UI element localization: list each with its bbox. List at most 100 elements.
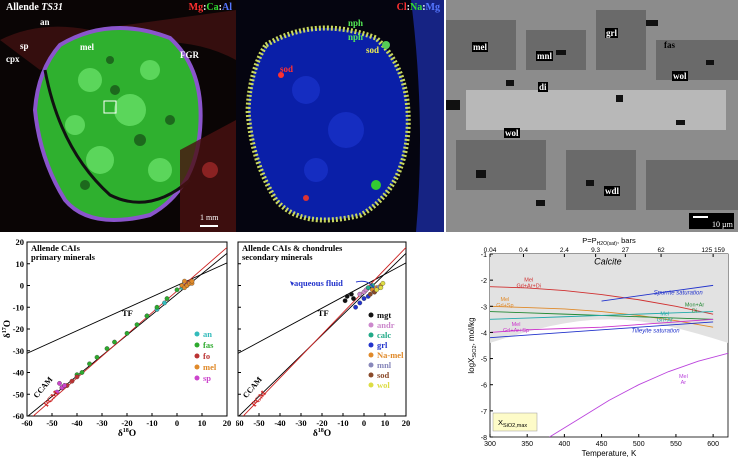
curve-mel-grl-ar-sp: [490, 318, 714, 333]
x-axis-label-o: O: [129, 429, 136, 439]
data-point-fas: [124, 331, 130, 336]
legend-label-fas: fas: [203, 340, 214, 350]
label-calcite: Calcite: [594, 256, 622, 266]
data-point-grl: [361, 296, 367, 301]
reference-line-ccam: [238, 252, 406, 416]
curve-label-mel_ar-1: Mel: [679, 374, 688, 380]
x-axis-label-sup: 18: [123, 428, 129, 434]
data-point-mgt: [344, 294, 350, 299]
curve-label-mel_grl_ar_sp-2: Grl+Ar+Sp: [503, 328, 529, 334]
legend-na: Na: [409, 2, 423, 13]
bse-label-wol-1: wol: [672, 71, 688, 81]
y-tick-label: 0: [20, 281, 24, 291]
xsio2-max-prefix: X: [498, 418, 503, 427]
f-top-tick-label: 0.04: [484, 247, 497, 254]
x-tick-label: -50: [46, 418, 57, 428]
f-y-tick-label: -6: [481, 383, 487, 390]
f-x-tick-label: 500: [633, 441, 645, 448]
curve-label-mel_ar-2: Ar: [681, 380, 687, 386]
data-point-fo: [69, 378, 75, 384]
x-tick-label: -40: [274, 418, 285, 428]
legend-marker-namel: [368, 352, 374, 358]
legend-label-fo: fo: [203, 351, 210, 361]
f-y-axis-label-suffix: , mol/kg: [468, 317, 476, 345]
data-point-fas: [134, 322, 140, 328]
bse-scale-label: 10 µm: [712, 220, 733, 229]
chart-title-line1: Allende CAIs & chondrules: [242, 243, 343, 253]
legend-marker-sp: [194, 375, 200, 381]
label-nph-2: nph: [348, 32, 364, 42]
bse-label-wdl: wdl: [604, 186, 621, 196]
label-sp: sp: [20, 41, 29, 51]
element-map-image-2: [236, 0, 444, 232]
curve-tilleyite-saturation: [490, 321, 714, 339]
legend-label-namel: Na-mel: [377, 350, 404, 360]
panel-element-map-mgcaal: Allende TS31 Mg:Ca:Al an sp cpx mel FGR …: [0, 0, 236, 232]
legend-label-andr: andr: [377, 320, 395, 330]
curve-label-mel_grl_sp-2: Grl+Sp: [496, 303, 513, 309]
scale-bar-label: 1 mm: [200, 213, 219, 222]
xsio2-max-sub: SiO2,max: [503, 423, 527, 429]
x-axis-label-o: O: [324, 429, 331, 439]
legend-marker-wol: [368, 382, 374, 388]
legend-label-wol: wol: [377, 380, 390, 390]
curve-label-mon_ar_di-2: Di: [692, 308, 697, 314]
x-tick-label: -20: [316, 418, 327, 428]
f-y-axis-label-main: logX: [468, 357, 476, 374]
x-tick-label: -30: [96, 418, 107, 428]
y-tick-label: -50: [13, 389, 24, 399]
label-mel: mel: [80, 42, 94, 52]
x-tick-label: 0: [362, 418, 366, 428]
x-tick-label: 0: [175, 418, 179, 428]
panel-element-map-clnamg: Cl:Na:Mg nph nph sod sod: [236, 0, 444, 232]
data-point-andr: [357, 291, 363, 297]
curve-label-mel_grl_ar_sp-1: Mel: [512, 322, 521, 328]
curve-label-mel_grl_ar-1: Mel: [660, 311, 669, 317]
f-top-tick-label: 125 159: [701, 247, 725, 254]
f-y-tick-label: -8: [481, 435, 487, 442]
legend-label-mgt: mgt: [377, 310, 391, 320]
y-axis-label-o: O: [3, 320, 13, 327]
data-point-mgt: [342, 298, 348, 304]
f-x-axis-label: Temperature, K: [582, 449, 637, 458]
bse-label-grl: grl: [605, 28, 618, 38]
f-top-tick-label: 2.4: [560, 247, 569, 254]
element-map-image: [0, 0, 236, 232]
xsio2-max-box: [492, 412, 538, 432]
legend-label-sp: sp: [203, 373, 211, 383]
xsio2-max-label: XSiO2,max: [498, 418, 527, 429]
x-axis-label: δ18O: [118, 428, 136, 439]
legend-label-calc: calc: [377, 330, 391, 340]
x-tick-label: 20: [402, 418, 411, 428]
data-point-fo: [74, 374, 80, 380]
x-tick-label: -60: [236, 418, 244, 428]
f-y-tick-label: -3: [481, 304, 487, 311]
legend-marker-mel: [194, 364, 200, 370]
data-point-wol: [374, 287, 379, 293]
data-point-wol: [380, 280, 386, 286]
legend-marker-calc: [368, 332, 374, 338]
legend-cl: Cl: [396, 2, 407, 13]
bse-label-fas: fas: [664, 40, 675, 50]
curve-mel-grl-ar: [490, 311, 714, 320]
panel-a-legend: Mg:Ca:Al: [188, 2, 232, 13]
x-tick-label: -10: [337, 418, 348, 428]
x-tick-label: -40: [71, 418, 82, 428]
legend-marker-andr: [368, 322, 374, 328]
annotation-arrow: [355, 280, 375, 289]
panel-a-title: Allende TS31: [6, 2, 63, 13]
bse-image: [446, 0, 738, 232]
f-y-tick-label: -5: [481, 357, 487, 364]
data-point-sod: [367, 291, 373, 297]
f-y-axis-label: logXSiO2, mol/kg: [468, 317, 478, 373]
line-label-tf: TF: [318, 308, 329, 318]
legend-marker-mnl: [368, 362, 374, 368]
y-axis-label: δ17O: [2, 320, 13, 338]
legend-label-mnl: mnl: [377, 360, 392, 370]
calcite-stability-region: [490, 254, 728, 343]
curve-label-mel_grl_ar_di-2: Grl+Ar+Di: [516, 283, 540, 289]
data-point-sp: [57, 381, 62, 386]
data-point-fas: [104, 346, 110, 351]
legend-label-sod: sod: [377, 370, 390, 380]
data-point-fas: [79, 370, 85, 375]
